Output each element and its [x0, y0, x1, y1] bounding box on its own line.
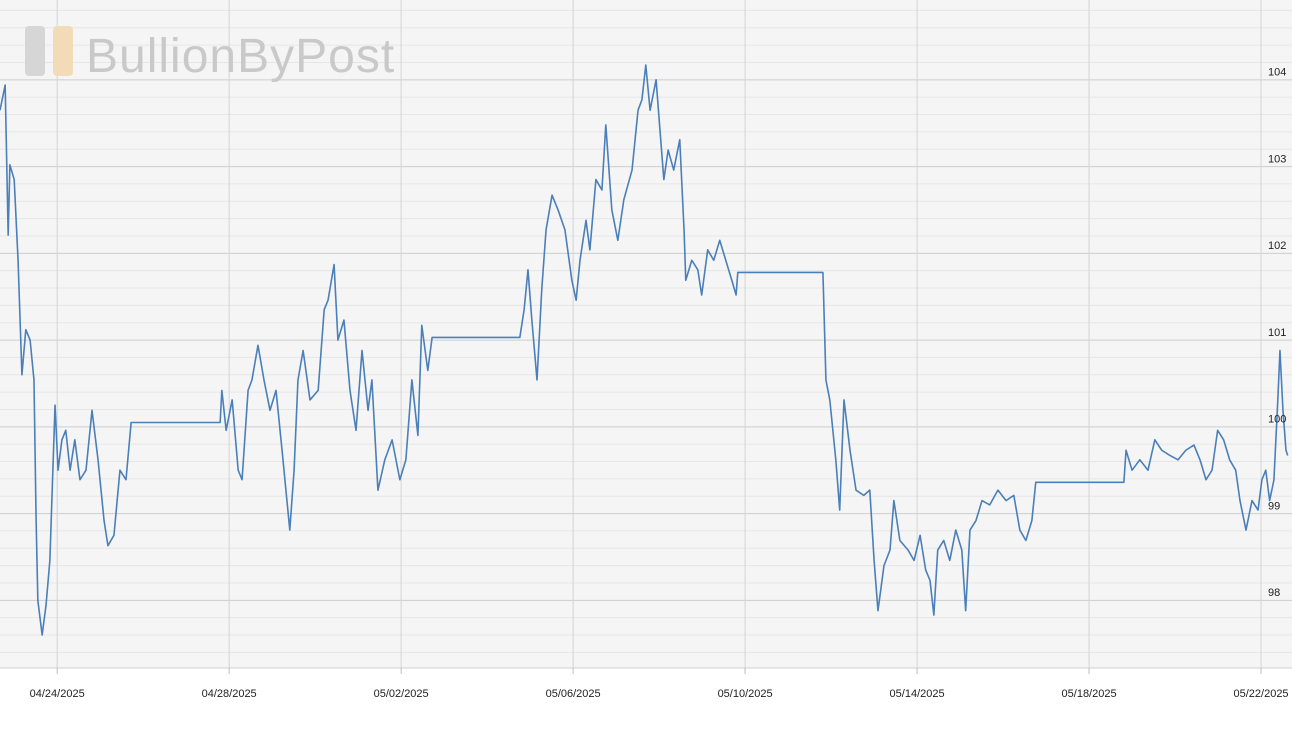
plot-background — [0, 0, 1292, 668]
x-tick-label: 05/22/2025 — [1234, 688, 1289, 700]
logo: BullionByPost — [25, 26, 395, 83]
x-tick-label: 04/24/2025 — [30, 688, 85, 700]
marks — [0, 64, 1289, 636]
x-tick-label: 05/02/2025 — [374, 688, 429, 700]
y-tick-label: 99 — [1268, 500, 1280, 512]
y-tick-label: 98 — [1268, 587, 1280, 599]
y-tick-label: 102 — [1268, 240, 1286, 252]
y-tick-label: 103 — [1268, 153, 1286, 165]
x-tick-label: 05/14/2025 — [890, 688, 945, 700]
y-tick-label: 101 — [1268, 327, 1286, 339]
x-tick-label: 05/06/2025 — [546, 688, 601, 700]
logo-bar — [25, 26, 45, 76]
x-tick-label: 04/28/2025 — [202, 688, 257, 700]
price-line — [0, 64, 1289, 636]
x-tick-label: 05/10/2025 — [718, 688, 773, 700]
logo-bar — [53, 26, 73, 76]
y-tick-label: 100 — [1268, 414, 1286, 426]
grid — [0, 0, 1292, 668]
x-tick-label: 05/18/2025 — [1062, 688, 1117, 700]
y-tick-label: 104 — [1268, 67, 1286, 79]
watermark: BullionByPost — [86, 30, 395, 83]
